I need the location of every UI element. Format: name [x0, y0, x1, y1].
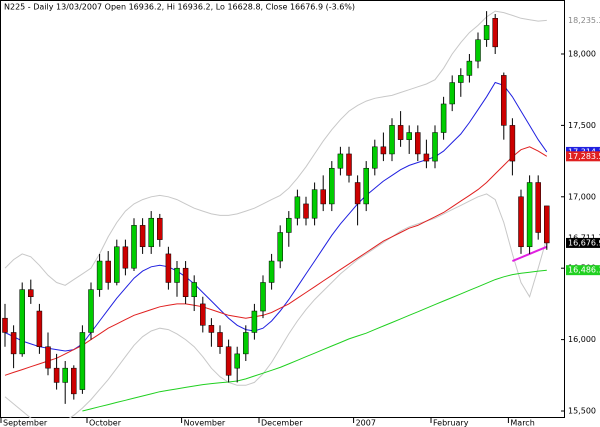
candle-body [415, 132, 421, 155]
candle-body [380, 146, 387, 155]
chart-title: N225 - Daily 13/03/2007 Open 16936.2, Hi… [4, 3, 355, 12]
candle-body [2, 317, 8, 333]
candle-body [440, 103, 447, 133]
candle-body [19, 289, 25, 355]
candle-body [53, 367, 60, 383]
candle-body [466, 60, 473, 76]
candle-body [148, 217, 154, 248]
candle-body [96, 260, 103, 290]
candle-body [139, 225, 146, 248]
candle-body [243, 332, 249, 355]
candle-body [372, 146, 378, 169]
candle-body [458, 75, 464, 83]
candle-body [406, 132, 412, 140]
y-tick-label: 18,000 [568, 49, 596, 58]
candle-body [225, 346, 232, 376]
value-label: 16,676.9 [568, 238, 600, 247]
indicator-line [4, 10, 547, 286]
candle-body [311, 189, 318, 219]
indicator-line [4, 146, 548, 376]
candle-body [363, 167, 369, 205]
candle-body [526, 182, 533, 248]
candle-body [105, 260, 111, 283]
candle-body [492, 18, 498, 48]
candle-body [397, 125, 404, 140]
value-label-box [566, 265, 600, 276]
value-label: 18,235.3 [568, 16, 600, 25]
candle-body [303, 203, 309, 219]
candle-body [62, 367, 68, 383]
candle-body [157, 217, 163, 240]
x-tick-label: October [89, 419, 122, 427]
candle-body [475, 39, 481, 62]
candle-body [36, 310, 43, 347]
candle-body [423, 153, 430, 162]
candle-body [389, 125, 395, 155]
indicator-line [82, 269, 547, 412]
candle-body [234, 353, 240, 369]
candle-body [432, 132, 438, 162]
candle-body [268, 260, 275, 283]
candle-body [294, 196, 301, 219]
x-tick-label: 2007 [356, 419, 376, 427]
indicator-line [4, 81, 548, 352]
candle-body [182, 267, 189, 298]
candle-body [260, 282, 266, 312]
x-tick-label: December [261, 419, 303, 427]
candle-body [122, 246, 129, 269]
candle-body [114, 246, 120, 283]
value-label-box [566, 237, 600, 248]
candle-body [286, 217, 292, 233]
x-tick-label: November [184, 419, 226, 427]
value-label: 16,486.3 [568, 266, 600, 275]
x-tick-label: September [3, 419, 48, 427]
value-label-box [566, 151, 600, 162]
candle-body [346, 153, 352, 176]
value-label: 17,283.5 [568, 152, 600, 161]
candle-body [208, 325, 215, 333]
candle-body [165, 253, 172, 283]
y-tick-label: 17,000 [568, 192, 596, 201]
candle-body [483, 25, 490, 40]
candle-body [174, 267, 180, 283]
candle-body [354, 182, 361, 205]
candle-body [320, 189, 326, 205]
x-tick-label: March [510, 419, 534, 427]
candle-body [217, 332, 223, 347]
candle-body [509, 125, 516, 162]
x-tick-label: February [433, 419, 469, 427]
y-tick-label: 16,000 [568, 335, 596, 344]
candle-body [71, 367, 77, 395]
candle-body [277, 232, 283, 262]
indicator-line [4, 193, 548, 418]
y-tick-label: 15,500 [568, 407, 596, 416]
candle-body [329, 167, 335, 205]
plot [2, 10, 550, 418]
candle-body [251, 310, 258, 333]
candle-body [191, 282, 197, 298]
candle-body [45, 346, 51, 369]
candle-body [28, 289, 34, 298]
candle-body [337, 153, 344, 169]
candle-body [518, 196, 524, 248]
value-label-box [566, 15, 600, 26]
candle-body [535, 182, 541, 233]
candle-body [131, 225, 137, 269]
candle-body [88, 289, 94, 333]
candle-body [10, 332, 17, 355]
candle-body [544, 205, 550, 244]
candle-body [79, 332, 86, 390]
candle-body [501, 75, 507, 126]
candle-body [449, 82, 455, 105]
candle-body [200, 303, 206, 326]
y-tick-label: 17,500 [568, 121, 596, 130]
